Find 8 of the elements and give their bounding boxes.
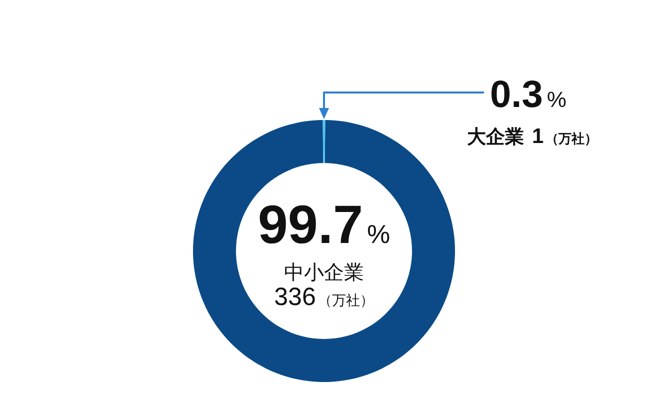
donut-slice <box>193 120 455 382</box>
data-label: 99.7% <box>258 195 390 255</box>
slice-label: 大企業 <box>467 126 524 148</box>
text: 336（万社） <box>274 283 374 311</box>
text: 1（万社） <box>532 125 598 148</box>
data-label: 0.3% <box>490 74 566 116</box>
slice-label: 中小企業 <box>284 262 364 284</box>
donut-slice <box>322 120 326 163</box>
